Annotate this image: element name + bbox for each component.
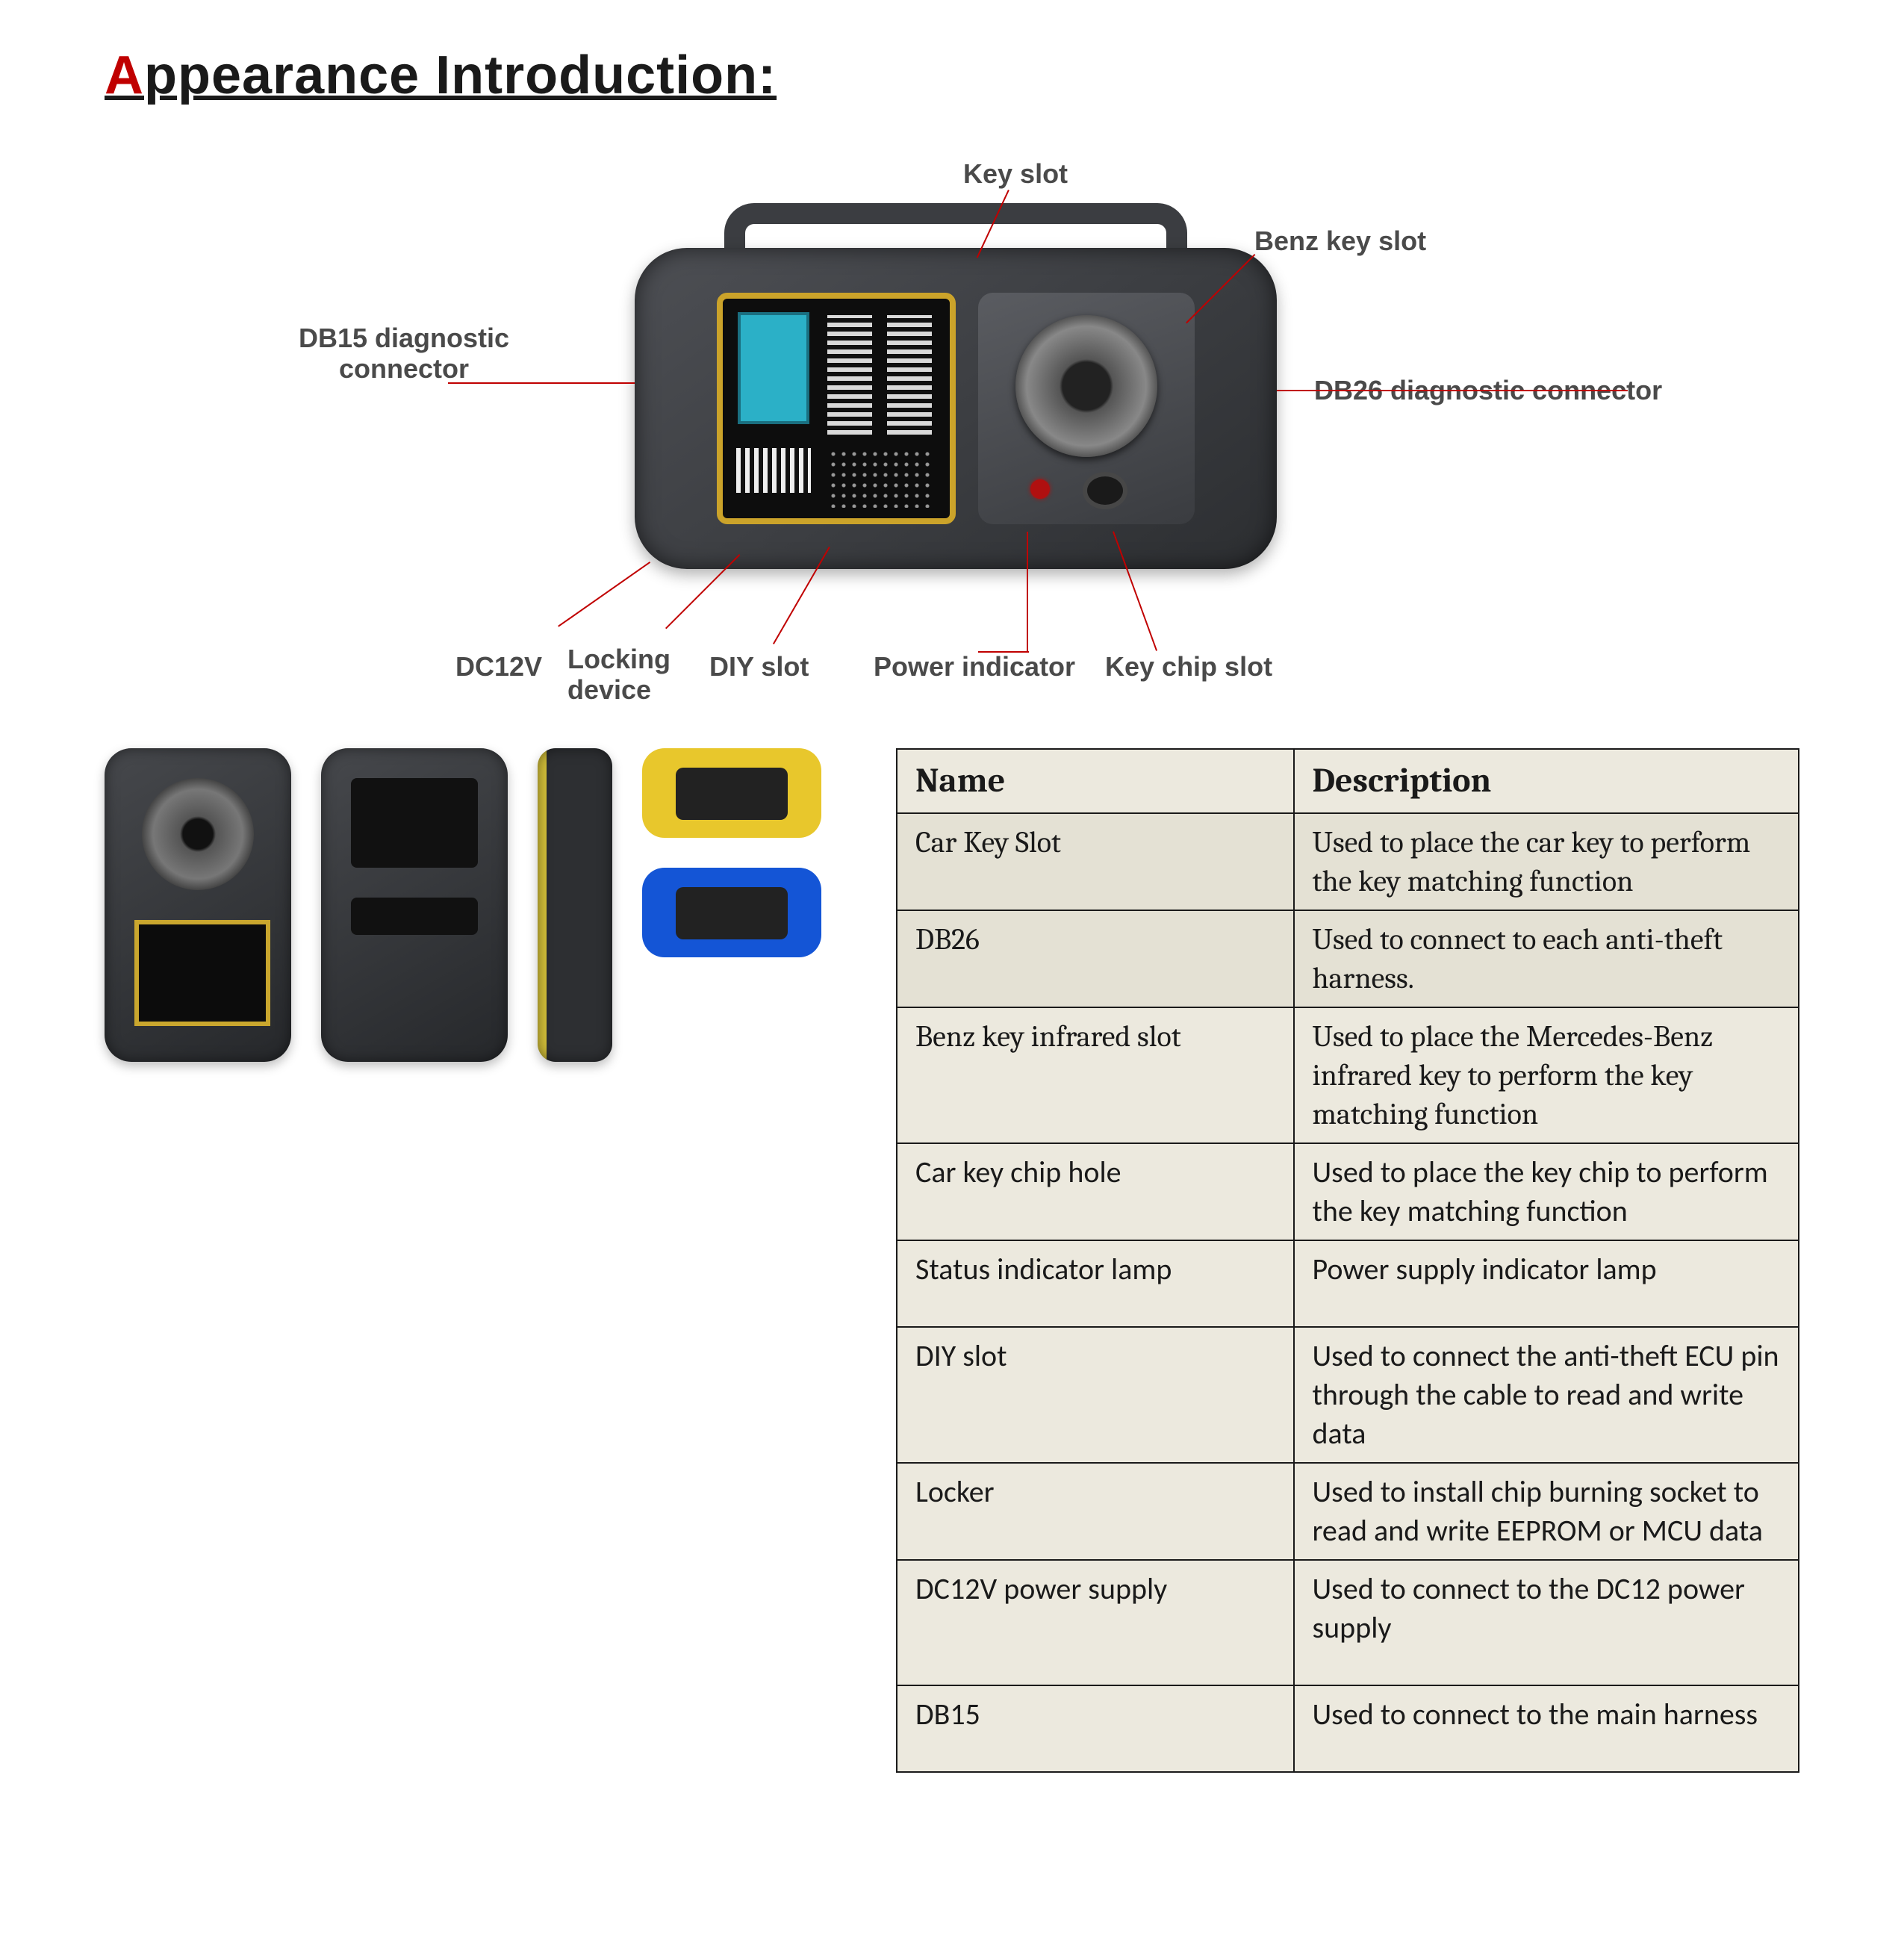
title-rest: ppearance Introduction: [144,46,777,105]
cell-desc: Used to connect the anti-theft ECU pin t… [1294,1327,1799,1463]
cell-name: DC12V power supply [897,1560,1294,1685]
table-row: Car key chip holeUsed to place the key c… [897,1143,1799,1240]
table-row: Status indicator lampPower supply indica… [897,1240,1799,1327]
lead-line [978,651,1029,653]
label-key-chip-slot: Key chip slot [1105,651,1272,682]
cell-name: Benz key infrared slot [897,1007,1294,1143]
cell-desc: Used to connect to the main harness [1294,1685,1799,1772]
left-panel [717,293,956,524]
adapter-yellow [642,748,821,838]
table-row: Car Key SlotUsed to place the car key to… [897,813,1799,910]
adapter-blue [642,868,821,957]
spec-table: Name Description Car Key SlotUsed to pla… [896,748,1799,1773]
cell-desc: Used to place the Mercedes-Benz infrared… [1294,1007,1799,1143]
lead-line [1027,532,1028,651]
cell-name: DB15 [897,1685,1294,1772]
label-dc12v: DC12V [455,651,542,682]
cell-desc: Power supply indicator lamp [1294,1240,1799,1327]
cell-name: Status indicator lamp [897,1240,1294,1327]
cell-name: Car key chip hole [897,1143,1294,1240]
barcode-icon [736,448,811,493]
device-diagram: Key slot Benz key slot DB15 diagnostic c… [261,158,1643,718]
label-power-indicator: Power indicator [874,651,1075,682]
diy-pins-icon [887,315,932,435]
table-header-row: Name Description [897,749,1799,813]
cell-desc: Used to install chip burning socket to r… [1294,1463,1799,1560]
label-db15: DB15 diagnostic connector [299,323,509,385]
table-row: DIY slotUsed to connect the anti-theft E… [897,1327,1799,1463]
zif-socket-icon [738,312,809,424]
label-diy-slot: DIY slot [709,651,809,682]
cell-desc: Used to place the car key to perform the… [1294,813,1799,910]
chip-slot-icon [1083,472,1127,509]
table-row: DC12V power supplyUsed to connect to the… [897,1560,1799,1685]
table-header-name: Name [897,749,1294,813]
label-key-slot: Key slot [963,158,1068,189]
thumb-device-front [105,748,291,1062]
table-row: LockerUsed to install chip burning socke… [897,1463,1799,1560]
key-ring-icon [1015,315,1157,457]
lead-line [448,382,635,384]
adapter-inset-icon [676,887,788,939]
cell-name: Locker [897,1463,1294,1560]
pin-grid-icon [827,448,932,508]
cell-desc: Used to connect to each anti-theft harne… [1294,910,1799,1007]
cell-name: Car Key Slot [897,813,1294,910]
diy-pins-icon [827,315,872,435]
cell-name: DIY slot [897,1327,1294,1463]
page-title: Appearance Introduction: [105,45,1799,106]
title-first-letter: A [105,46,144,105]
table-row: DB15Used to connect to the main harness [897,1685,1799,1772]
lower-section: Name Description Car Key SlotUsed to pla… [105,748,1799,1773]
table-header-desc: Description [1294,749,1799,813]
label-benz-key-slot: Benz key slot [1254,226,1426,256]
adapter-inset-icon [676,768,788,820]
thumb-device-side [538,748,612,1062]
label-locking-device: Locking device [567,644,671,706]
table-row: DB26Used to connect to each anti-theft h… [897,910,1799,1007]
power-led-icon [1030,479,1050,499]
thumbnail-column [105,748,851,1077]
right-panel [978,293,1195,524]
thumb-device-back [321,748,508,1062]
cell-desc: Used to connect to the DC12 power supply [1294,1560,1799,1685]
cell-desc: Used to place the key chip to perform th… [1294,1143,1799,1240]
thumbnail-row [105,748,851,1062]
cell-name: DB26 [897,910,1294,1007]
table-row: Benz key infrared slotUsed to place the … [897,1007,1799,1143]
lead-line [558,562,650,627]
device-body [635,248,1277,569]
lead-line [1277,390,1628,391]
thumb-adapters [642,748,821,957]
